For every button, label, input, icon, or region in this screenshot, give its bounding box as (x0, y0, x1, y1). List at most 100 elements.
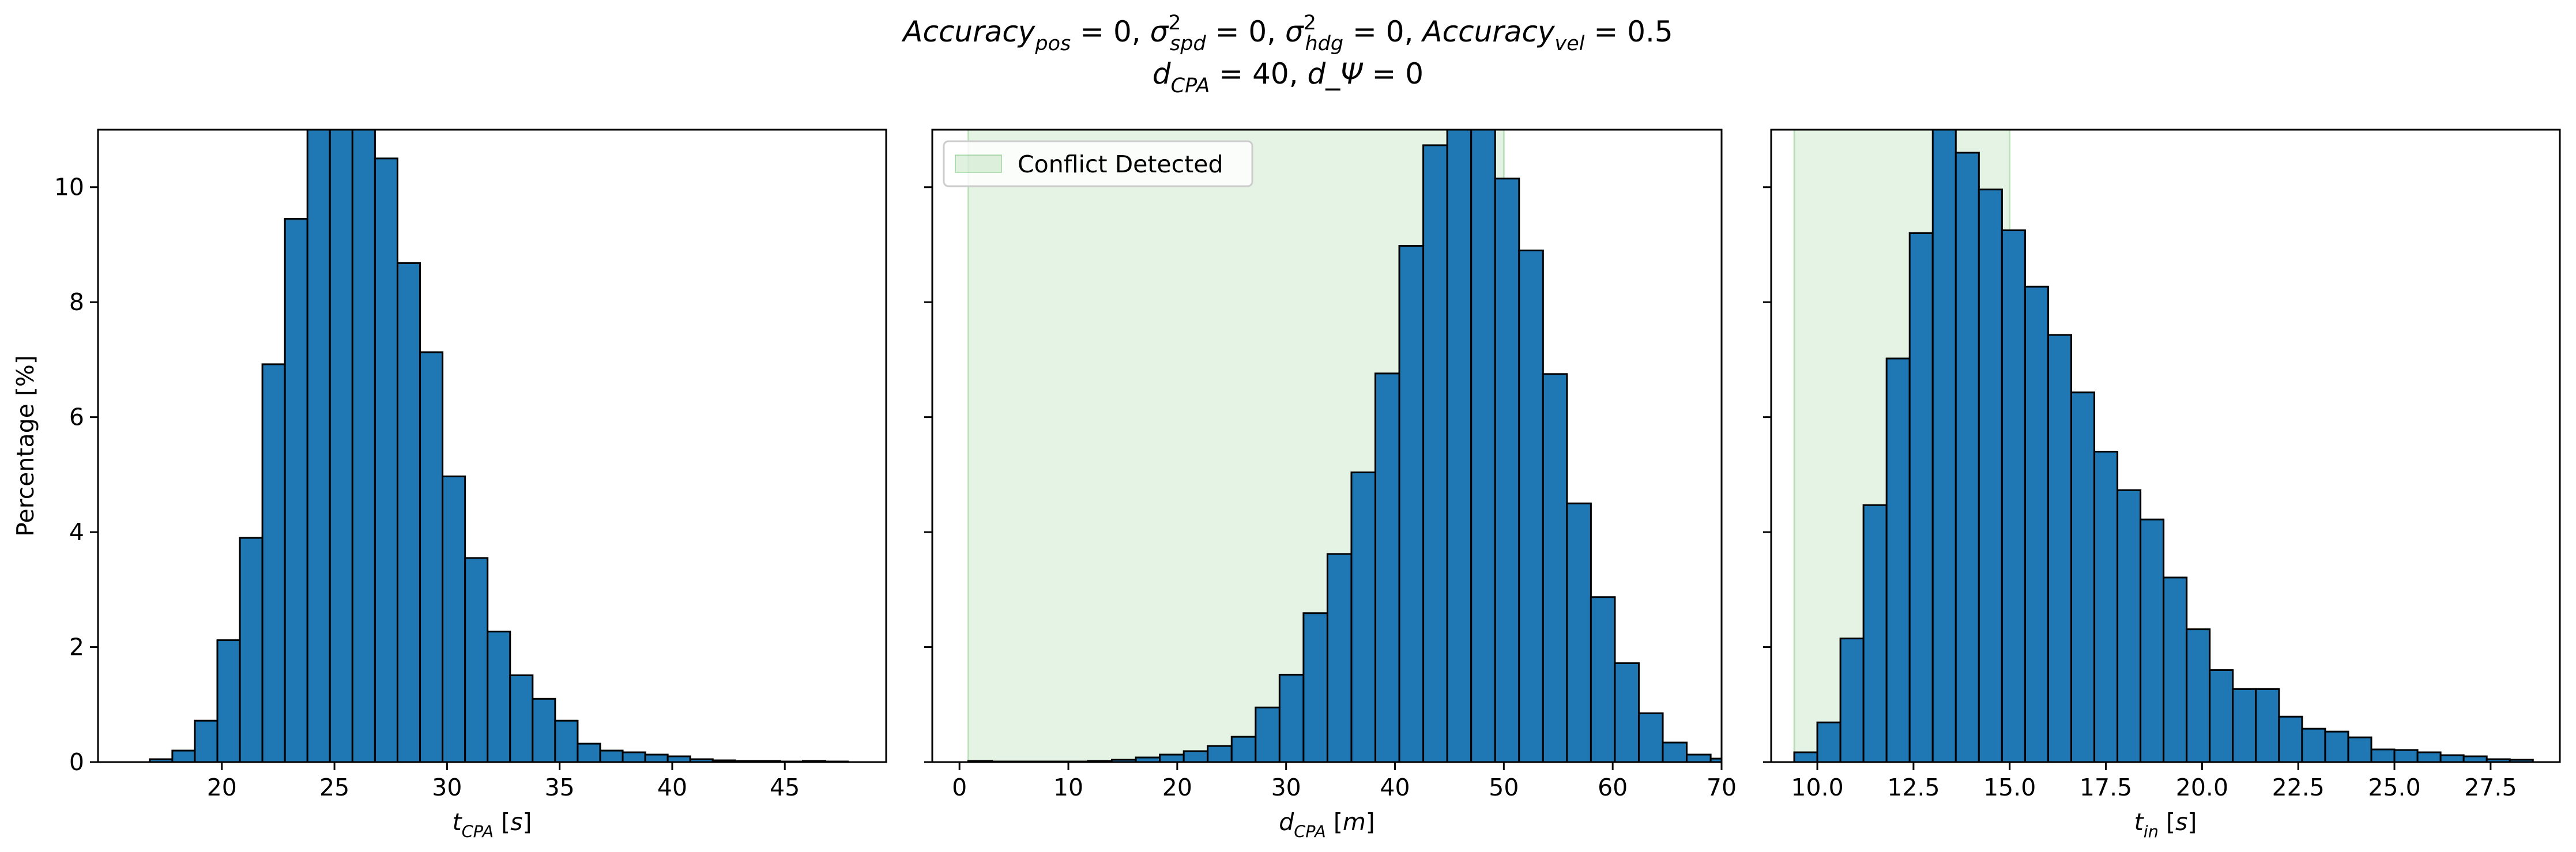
figure-title-line-2: dCPA​ = 40, d_Ψ = 0 (1153, 57, 1423, 97)
x-tick-label: 0 (952, 774, 967, 801)
histogram-bar (1793, 751, 1818, 762)
histogram-bar (284, 218, 308, 762)
histogram-bar (261, 363, 286, 762)
histogram-bar (419, 351, 444, 762)
subplot-1: 20 25 30 35 40 45 0 2 4 6 8 10 tCPA​ [s] Percentage [… (12, 129, 887, 841)
y-tick-label: 4 (69, 518, 84, 546)
x-tick-label: 20.0 (2176, 774, 2228, 801)
histogram-bar (1278, 673, 1305, 762)
x-tick-label: 10.0 (1791, 774, 1843, 801)
histogram-bar (1614, 662, 1640, 762)
legend-label: Conflict Detected (1018, 150, 1223, 178)
histogram-bar (2140, 518, 2165, 762)
y-tick-label: 10 (54, 174, 84, 201)
histogram-bar (216, 639, 241, 762)
x-tick-label: 30 (432, 774, 462, 801)
histogram-bar (1931, 130, 1957, 762)
histogram-bar (1839, 638, 1865, 762)
x-tick-label: 20 (1162, 774, 1192, 801)
x-tick-label: 50 (1489, 774, 1519, 801)
histogram-bar (509, 674, 534, 762)
legend: Conflict Detected (943, 140, 1253, 187)
histogram-bar (1422, 144, 1448, 762)
x-tick-label: 17.5 (2080, 774, 2132, 801)
histogram-bar (2070, 391, 2096, 762)
histogram-bar (2347, 736, 2372, 762)
y-tick-label: 8 (69, 288, 84, 316)
histogram-bar (644, 753, 669, 762)
histogram-bar (532, 698, 556, 762)
histogram-bar (2024, 285, 2049, 762)
histogram-bar (1709, 757, 1722, 762)
histogram-bar (577, 742, 601, 762)
y-tick-label: 6 (69, 404, 84, 431)
legend-swatch (955, 154, 1002, 173)
subplot-3: 10.0 12.5 15.0 17.5 20.0 22.5 25.0 27.5 tin​ [s] (1763, 129, 2561, 841)
histogram-bar (1908, 232, 1934, 762)
x-tick-label: 30 (1271, 774, 1301, 801)
histogram-bar (2116, 489, 2142, 762)
histogram-bar (487, 631, 511, 762)
histogram-bar (1978, 189, 2003, 762)
histogram-bar (1255, 706, 1281, 762)
x-axis-label: dCPA​ [m] (1279, 808, 1375, 841)
histogram-bar (1159, 753, 1185, 762)
y-axis-label: Percentage [%] (12, 355, 39, 537)
histogram-bar (1816, 721, 1841, 762)
histogram-bar (622, 751, 646, 762)
histogram-bar (2209, 669, 2234, 762)
histogram-bar (1494, 178, 1520, 762)
histogram-bar (1662, 741, 1688, 762)
histogram-bar (2439, 754, 2465, 762)
x-tick-label: 15.0 (1983, 774, 2036, 801)
x-tick-label: 35 (545, 774, 575, 801)
histogram-bar (464, 557, 489, 762)
x-tick-label: 27.5 (2464, 774, 2517, 801)
histogram-bar (1566, 502, 1592, 762)
histogram-bar (1735, 761, 1759, 762)
histogram-bar (194, 719, 219, 762)
x-tick-label: 25 (319, 774, 349, 801)
histogram-bar (1326, 553, 1353, 762)
plot-area (1793, 130, 2534, 762)
histogram-bar (2047, 334, 2073, 762)
histogram-bar (171, 749, 196, 762)
histogram-bar (2416, 751, 2442, 762)
histogram-bar (2370, 748, 2396, 762)
subplot-2: 0 10 20 30 40 50 60 70 dCPA​ [m] Conflict Detecte… (924, 129, 1759, 841)
histogram-bar (2278, 715, 2303, 762)
subplots: 20 25 30 35 40 45 0 2 4 6 8 10 tCPA​ [s] Percentage [… (12, 129, 2561, 841)
y-tick-label: 0 (69, 748, 84, 776)
legend-frame (943, 140, 1253, 187)
histogram-bar (1542, 373, 1568, 762)
x-tick-label: 40 (657, 774, 687, 801)
histogram-bar (1885, 357, 1911, 762)
x-tick-label: 40 (1380, 774, 1410, 801)
histogram-bar (1590, 596, 1616, 762)
histogram-bar (599, 749, 624, 762)
histogram-bar (1637, 712, 1664, 762)
histogram-bar (239, 537, 263, 762)
x-tick-label: 12.5 (1887, 774, 1939, 801)
histogram-bar (1374, 372, 1400, 762)
histogram-bar (306, 130, 331, 762)
histogram-bar (1446, 130, 1472, 762)
x-tick-label: 20 (207, 774, 237, 801)
axes-frame (931, 129, 1723, 763)
histogram-bar (1207, 745, 1233, 762)
histogram-bar (374, 157, 398, 762)
histogram-bar (1398, 244, 1425, 762)
x-tick-label: 25.0 (2368, 774, 2420, 801)
histogram-bar (351, 130, 376, 762)
histogram-bar (2232, 688, 2257, 762)
histogram-bar (1182, 750, 1209, 762)
histogram-bar (1518, 249, 1544, 762)
x-tick-label: 45 (770, 774, 800, 801)
histogram-bar (1862, 504, 1888, 762)
histogram-bar (1302, 612, 1328, 762)
histogram-bar (396, 262, 421, 762)
histogram-bar (1470, 130, 1496, 762)
